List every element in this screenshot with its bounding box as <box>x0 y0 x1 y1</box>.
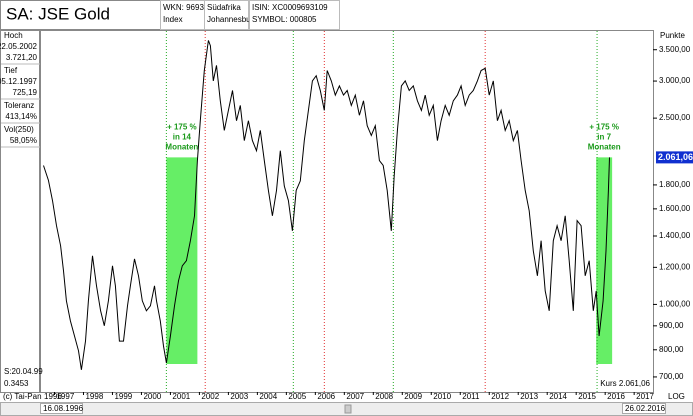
header-text: Index <box>163 15 183 24</box>
x-tick-label: 2014 <box>549 392 567 401</box>
x-tick-label: 2012 <box>491 392 509 401</box>
side-bottom: 0.3453 <box>4 379 29 388</box>
last-value-box <box>656 151 693 164</box>
x-tick-label: 2001 <box>172 392 190 401</box>
side-bottom: S:20.04.99 <box>4 367 43 376</box>
annotation: + 175 % <box>589 122 619 131</box>
side-label: Tief <box>4 66 18 75</box>
side-panel <box>0 30 40 393</box>
header-text: WKN: 969310 <box>163 3 213 12</box>
x-tick-label: 2006 <box>317 392 335 401</box>
side-label: Vol(250) <box>4 125 34 134</box>
end-date-box <box>622 403 666 414</box>
x-tick-label: 2003 <box>230 392 248 401</box>
plot-frame <box>40 30 654 393</box>
x-tick-label: 2008 <box>375 392 393 401</box>
x-tick-label: 1998 <box>85 392 103 401</box>
header-text: Johannesburg <box>207 15 258 24</box>
header-cell <box>249 0 340 30</box>
x-tick-label: 2007 <box>346 392 364 401</box>
x-tick-label: 2004 <box>259 392 277 401</box>
annotation: Monaten <box>588 142 621 151</box>
side-value: 3.721,20 <box>6 53 38 62</box>
side-value: 58,05% <box>10 136 37 145</box>
header-cell <box>204 0 249 30</box>
log-label: LOG <box>668 392 685 401</box>
x-tick-label: 2009 <box>404 392 422 401</box>
side-label: Toleranz <box>4 101 34 110</box>
y-tick-label: 1.000,00 <box>659 300 691 309</box>
header-text: Südafrika <box>207 3 241 12</box>
x-tick-label: 2010 <box>433 392 451 401</box>
x-tick-label: 1997 <box>56 392 74 401</box>
x-tick-label: 2016 <box>607 392 625 401</box>
header-text: ISIN: XC0009693109 <box>252 3 328 12</box>
start-date-box <box>40 403 83 414</box>
chart-title: SA: JSE Gold <box>6 4 110 23</box>
scroll-thumb[interactable] <box>344 404 352 414</box>
last-price: Kurs 2.061,06 <box>600 379 650 388</box>
x-tick-label: 1999 <box>114 392 132 401</box>
title-box <box>0 0 161 30</box>
price-line <box>43 40 610 370</box>
side-value: 413,14% <box>5 112 37 121</box>
x-tick-label: 2015 <box>578 392 596 401</box>
side-value: 22.05.2002 <box>0 42 38 51</box>
annotation: Monaten <box>165 142 198 151</box>
y-tick-label: 1.200,00 <box>659 262 691 271</box>
x-tick-label: 2000 <box>143 392 161 401</box>
annotation: + 175 % <box>167 122 197 131</box>
side-label: Hoch <box>4 31 23 40</box>
x-tick-label: 2017 <box>636 392 654 401</box>
x-tick-label: 2013 <box>520 392 538 401</box>
y-tick-label: 3.500,00 <box>659 45 691 54</box>
y-axis-label: Punkte <box>660 31 685 40</box>
end-date: 26.02.2016 <box>625 404 666 413</box>
header-text: SYMBOL: 000805 <box>252 15 317 24</box>
y-tick-label: 1.600,00 <box>659 204 691 213</box>
y-tick-label: 1.800,00 <box>659 180 691 189</box>
start-date: 16.08.1996 <box>43 404 84 413</box>
annotation: in 14 <box>173 132 192 141</box>
side-value: 725,19 <box>13 88 38 97</box>
y-tick-label: 2.500,00 <box>659 113 691 122</box>
side-value: 05.12.1997 <box>0 77 38 86</box>
y-tick-label: 900,00 <box>659 321 684 330</box>
y-tick-label: 3.000,00 <box>659 76 691 85</box>
copyright: (c) Tai-Pan <box>3 392 42 401</box>
annotation: in 7 <box>597 132 611 141</box>
x-tick-label: 1996 <box>44 392 62 401</box>
x-tick-label: 2011 <box>462 392 480 401</box>
y-tick-label: 1.400,00 <box>659 231 691 240</box>
y-tick-label: 700,00 <box>659 372 684 381</box>
x-tick-label: 2002 <box>201 392 219 401</box>
x-tick-label: 2005 <box>288 392 306 401</box>
y-tick-label: 800,00 <box>659 345 684 354</box>
last-value-label: 2.061,06 <box>658 152 693 162</box>
